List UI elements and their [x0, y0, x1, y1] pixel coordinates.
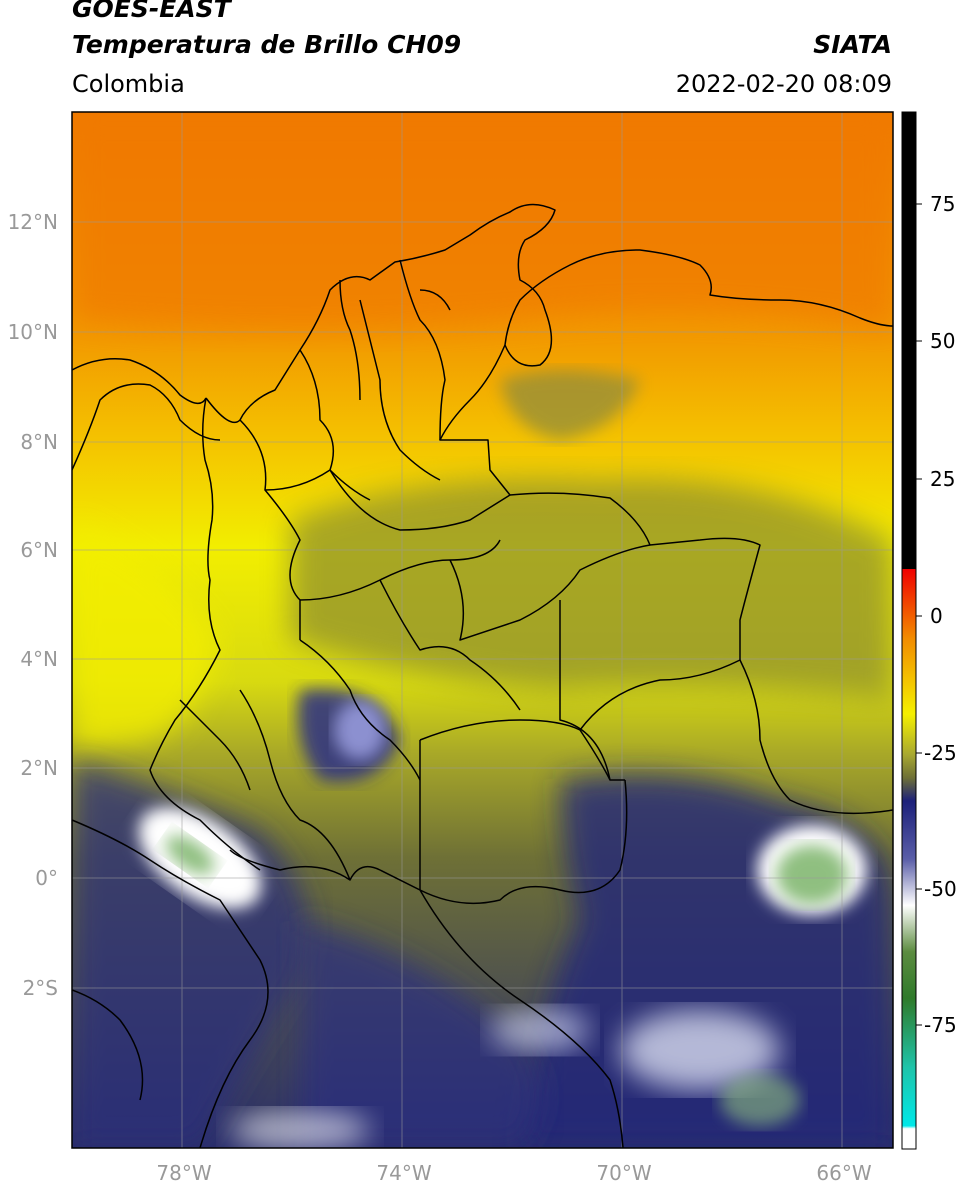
- lat-label: 6°N: [20, 538, 58, 562]
- colorbar: 75 50 25 0 -25 -50 -75: [901, 111, 957, 1150]
- colorbar-tick-label: 25: [930, 467, 955, 491]
- latitude-labels: 12°N 10°N 8°N 6°N 4°N 2°N 0° 2°S: [8, 210, 58, 1000]
- graticule: [72, 112, 893, 1148]
- colorbar-tick-label: -25: [924, 741, 957, 765]
- longitude-labels: 78°W 74°W 70°W 66°W: [156, 1161, 871, 1185]
- lat-label: 8°N: [20, 430, 58, 454]
- lat-label: 4°N: [20, 647, 58, 671]
- colorbar-tick-label: -50: [924, 877, 957, 901]
- colorbar-tick-label: 50: [930, 329, 955, 353]
- satellite-title: GOES-EAST: [72, 0, 231, 23]
- lon-label: 78°W: [156, 1161, 211, 1185]
- lon-label: 70°W: [596, 1161, 651, 1185]
- country-boundaries: [72, 203, 893, 1148]
- lat-label: 12°N: [8, 210, 58, 234]
- map-frame: [71, 111, 894, 1149]
- lat-label: 2°S: [23, 976, 58, 1000]
- lon-label: 66°W: [816, 1161, 871, 1185]
- lat-label: 2°N: [20, 756, 58, 780]
- datetime-label: 2022-02-20 08:09: [675, 70, 892, 98]
- product-title: Temperatura de Brillo CH09: [72, 30, 462, 59]
- lon-label: 74°W: [376, 1161, 431, 1185]
- region-label: Colombia: [72, 70, 185, 98]
- colorbar-tick-label: -75: [924, 1013, 957, 1037]
- brightness-temperature-field: [72, 112, 893, 1148]
- lat-label: 0°: [35, 866, 58, 890]
- organization-label: SIATA: [813, 30, 892, 59]
- colorbar-tick-label: 0: [930, 604, 943, 628]
- colorbar-tick-label: 75: [930, 192, 955, 216]
- lat-label: 10°N: [8, 320, 58, 344]
